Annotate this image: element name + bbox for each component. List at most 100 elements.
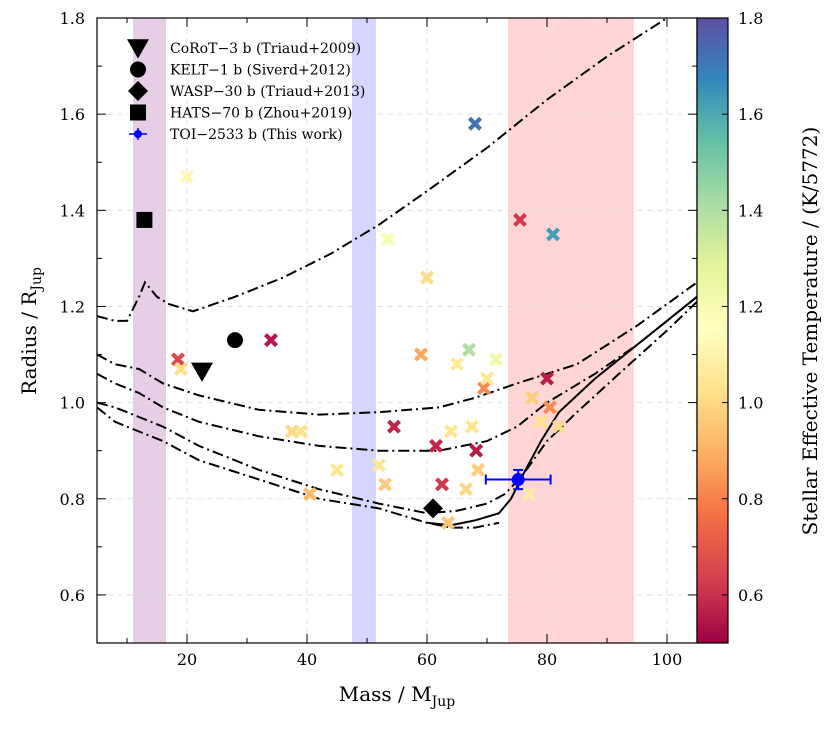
x-axis-title-sub: Jup	[430, 694, 456, 710]
legend-marker-errorbar-circle-dot	[134, 130, 142, 138]
population-point	[429, 438, 443, 453]
legend-entry: CoRoT−3 b (Triaud+2009)	[127, 39, 361, 59]
population-point-stroke	[450, 357, 464, 372]
y-tick-label: 1.8	[60, 9, 85, 28]
population-point	[381, 232, 395, 247]
colorbar-tick-label: 1.2	[738, 297, 763, 316]
colorbar-tick-label: 0.6	[738, 586, 763, 605]
population-point-stroke	[469, 443, 484, 458]
population-point-stroke	[420, 270, 434, 285]
legend-label: CoRoT−3 b (Triaud+2009)	[170, 41, 361, 57]
population-point	[420, 270, 434, 285]
colorbar-ticks: 0.6 0.8 1.0 1.2 1.4 1.6 1.8	[722, 9, 763, 605]
x-tick-label: 100	[652, 650, 683, 669]
highlight-corot-3-b	[191, 362, 213, 382]
band-deuterium-burning	[133, 18, 166, 643]
y-tick-label: 1.4	[60, 201, 85, 220]
population-point-stroke	[171, 352, 185, 367]
legend-marker-diamond	[128, 81, 148, 101]
highlighted-objects	[136, 211, 552, 519]
population-point	[540, 371, 554, 386]
population-point	[435, 477, 449, 492]
population-point-stroke	[294, 424, 308, 439]
y-axis: 0.6 0.8 1.0 1.2 1.4 1.6 1.8	[60, 9, 697, 644]
colorbar-frame	[696, 17, 729, 644]
curve-hydrogen-burning-track	[426, 296, 697, 527]
population-point	[477, 381, 491, 396]
x-tick-label: 80	[537, 650, 557, 669]
population-point-stroke	[543, 400, 557, 415]
population-point	[180, 169, 194, 184]
population-point-stroke	[441, 515, 455, 530]
x-tick-label: 60	[417, 650, 437, 669]
y-tick-label: 0.8	[60, 490, 85, 509]
population-point	[522, 486, 536, 501]
population-point	[462, 342, 476, 357]
legend: CoRoT−3 b (Triaud+2009) KELT−1 b (Siverd+…	[127, 39, 365, 143]
x-tick-label: 20	[177, 650, 197, 669]
colorbar-tick-label: 0.8	[738, 490, 763, 509]
colorbar-tick-label: 1.4	[738, 201, 763, 220]
curve-young-isochrone	[97, 18, 668, 322]
legend-label: TOI−2533 b (This work)	[170, 127, 343, 143]
curve-oldest-isochrone	[97, 406, 500, 529]
shaded-bands	[133, 18, 634, 643]
y-axis-title-main: Radius / R	[17, 290, 41, 395]
population-point-stroke	[534, 414, 548, 429]
population-point	[264, 333, 278, 348]
population-point-stroke	[462, 342, 476, 357]
legend-entry: WASP−30 b (Triaud+2013)	[128, 81, 365, 101]
population-point-stroke	[522, 486, 536, 501]
y-tick-label: 0.6	[60, 586, 85, 605]
population-point-stroke	[540, 371, 554, 386]
population-point-stroke	[552, 419, 566, 434]
population-point-stroke	[471, 462, 485, 477]
population-point	[171, 352, 185, 367]
population-point-stroke	[546, 227, 560, 242]
population-point	[534, 414, 548, 429]
population-point-stroke	[444, 424, 458, 439]
population-point	[444, 424, 458, 439]
population-point-stroke	[513, 212, 527, 227]
population-point	[552, 419, 566, 434]
population-point	[294, 424, 308, 439]
population-point	[468, 116, 482, 131]
legend-marker-square	[130, 104, 146, 121]
band-hydrogen-burning	[508, 18, 634, 643]
colorbar: 0.6 0.8 1.0 1.2 1.4 1.6 1.8 Stellar Effective …	[696, 9, 822, 644]
legend-entry: TOI−2533 b (This work)	[129, 127, 343, 143]
y-axis-title: Radius / RJup	[17, 267, 45, 395]
population-point	[543, 400, 557, 415]
colorbar-tick-label: 1.8	[738, 9, 763, 28]
toi-point	[511, 473, 525, 487]
y-tick-label: 1.0	[60, 394, 85, 413]
legend-entry: HATS−70 b (Zhou+2019)	[130, 104, 352, 122]
population-point-stroke	[174, 361, 188, 376]
population-point	[471, 462, 485, 477]
population-points	[171, 116, 566, 530]
population-point	[414, 347, 428, 362]
curve-mid-isochrone-2	[97, 296, 697, 452]
y-axis-title-sub: Jup	[29, 267, 45, 293]
highlight-toi-2533b	[484, 468, 552, 491]
population-point-stroke	[468, 116, 482, 131]
population-point	[480, 371, 494, 386]
x-tick-label: 40	[297, 650, 317, 669]
colorbar-gradient	[697, 18, 728, 643]
population-point	[441, 515, 455, 530]
curve-old-isochrone	[97, 300, 697, 515]
population-point	[174, 361, 188, 376]
colorbar-label: Stellar Effective Temperature / (K/5772)	[798, 127, 822, 536]
population-point	[546, 227, 560, 242]
population-point-stroke	[429, 438, 443, 453]
population-point-stroke	[525, 390, 539, 405]
x-axis-title: Mass / MJup	[339, 682, 456, 710]
legend-marker-errorbar-circle	[129, 128, 147, 140]
population-point	[459, 482, 473, 497]
population-point-stroke	[414, 347, 428, 362]
population-point	[330, 462, 344, 477]
population-point-stroke	[477, 381, 491, 396]
population-point-stroke	[378, 477, 392, 492]
population-point	[450, 357, 464, 372]
